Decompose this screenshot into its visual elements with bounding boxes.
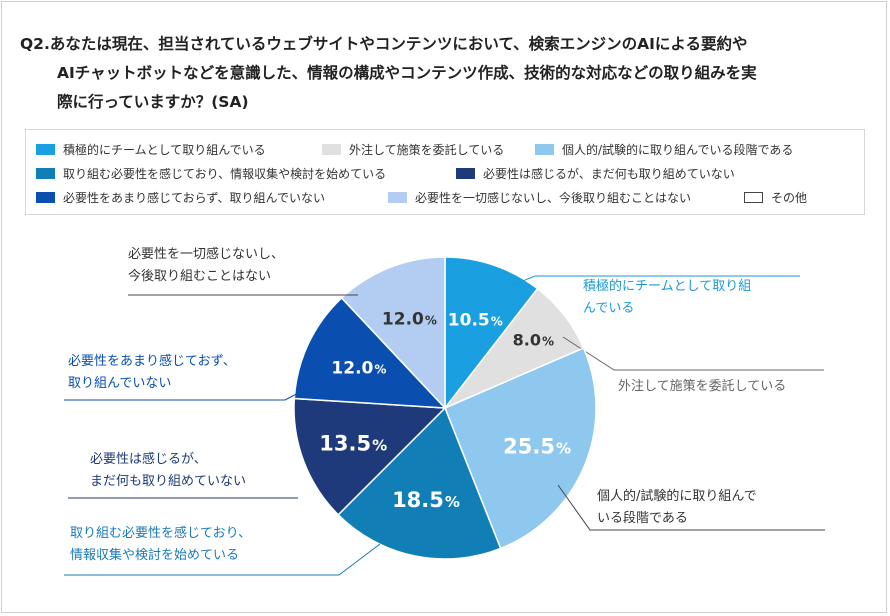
pie-slice [293, 296, 447, 409]
slice-category-label: 外注して施策を委託している [618, 378, 786, 394]
slice-category-label: 取り組む必要性を感じており、 [70, 525, 251, 541]
legend-label: その他 [771, 191, 808, 205]
pie-slice [444, 256, 539, 411]
legend-swatch [36, 192, 55, 203]
legend-swatch [36, 144, 55, 155]
slice-category-label: 個人的/試験的に取り組んで [597, 488, 757, 504]
slice-value-label: 25.5% [503, 435, 571, 459]
legend-swatch [456, 168, 475, 179]
legend-label: 個人的/試験的に取り組んでいる段階である [562, 143, 794, 157]
slice-value-label: 10.5% [448, 311, 503, 331]
slice-category-label: 必要性を一切感じないし、 [128, 246, 284, 262]
pie-slice [293, 397, 447, 516]
slice-category-label: 情報収集や検討を始めている [70, 547, 239, 563]
question-line-1: Q2.あなたは現在、担当されているウェブサイトやコンテンツにおいて、検索エンジン… [20, 35, 748, 53]
slice-category-label: んでいる [583, 301, 634, 316]
callout-leader-line [64, 385, 313, 401]
legend-swatch [388, 192, 407, 203]
callout-leader-line [557, 484, 825, 531]
legend-item: 取り組む必要性を感じており、情報収集や検討を始めている [36, 165, 386, 182]
legend-label: 外注して施策を委託している [349, 143, 505, 157]
legend-item: 必要性を一切感じないし、今後取り組むことはない [388, 189, 691, 206]
callout-leader-line [562, 336, 824, 371]
slice-value-label: 13.5% [319, 431, 387, 455]
legend-item: 必要性は感じるが、まだ何も取り組めていない [456, 165, 735, 182]
legend-swatch [322, 144, 341, 155]
pie-slice [337, 406, 502, 560]
slice-value-label: 12.0% [331, 359, 386, 379]
question-line-2: AIチャットボットなどを意識した、情報の構成やコンテンツ作成、技術的な対応などの… [57, 64, 757, 82]
legend-item: 外注して施策を委託している [322, 141, 504, 158]
slice-category-label: 今後取り組むことはない [128, 268, 271, 284]
slice-category-label: 必要性をあまり感じておず、 [68, 353, 236, 369]
legend-item: 個人的/試験的に取り組んでいる段階である [535, 141, 793, 158]
slice-value-label: 12.0% [382, 309, 437, 329]
legend-swatch [744, 192, 763, 203]
callout-leader-line [507, 275, 800, 288]
slice-value-label: 18.5% [392, 488, 460, 512]
slice-category-label: 必要性は感じるが、 [90, 451, 207, 467]
slice-category-label: まだ何も取り組めていない [90, 473, 246, 489]
legend-item: 積極的にチームとして取り組んでいる [36, 141, 266, 158]
question-text: Q2.あなたは現在、担当されているウェブサイトやコンテンツにおいて、検索エンジン… [20, 30, 870, 117]
legend-label: 積極的にチームとして取り組んでいる [63, 143, 266, 157]
legend-swatch [36, 168, 55, 179]
slice-value-label: 8.0% [513, 330, 554, 349]
slice-category-label: 取り組んでいない [68, 376, 171, 391]
legend-label: 取り組む必要性を感じており、情報収集や検討を始めている [63, 167, 387, 181]
pie-slice [340, 256, 446, 410]
legend-label: 必要性は感じるが、まだ何も取り組めていない [483, 167, 735, 181]
legend-item: その他 [744, 189, 807, 206]
slice-category-label: いる段階である [597, 511, 688, 526]
question-line-3: 際に行っていますか？(SA) [57, 93, 249, 111]
legend-swatch [535, 144, 554, 155]
legend-label: 必要性をあまり感じておらず、取り組んでいない [63, 191, 325, 205]
callout-leader-line [64, 543, 381, 576]
legend-label: 必要性を一切感じないし、今後取り組むことはない [415, 191, 692, 205]
legend-item: 必要性をあまり感じておらず、取り組んでいない [36, 189, 325, 206]
legend: 積極的にチームとして取り組んでいる 外注して施策を委託している 個人的/試験的に… [25, 129, 865, 215]
slice-category-label: 積極的にチームとして取り組 [583, 278, 751, 294]
pie-slice [444, 347, 597, 550]
